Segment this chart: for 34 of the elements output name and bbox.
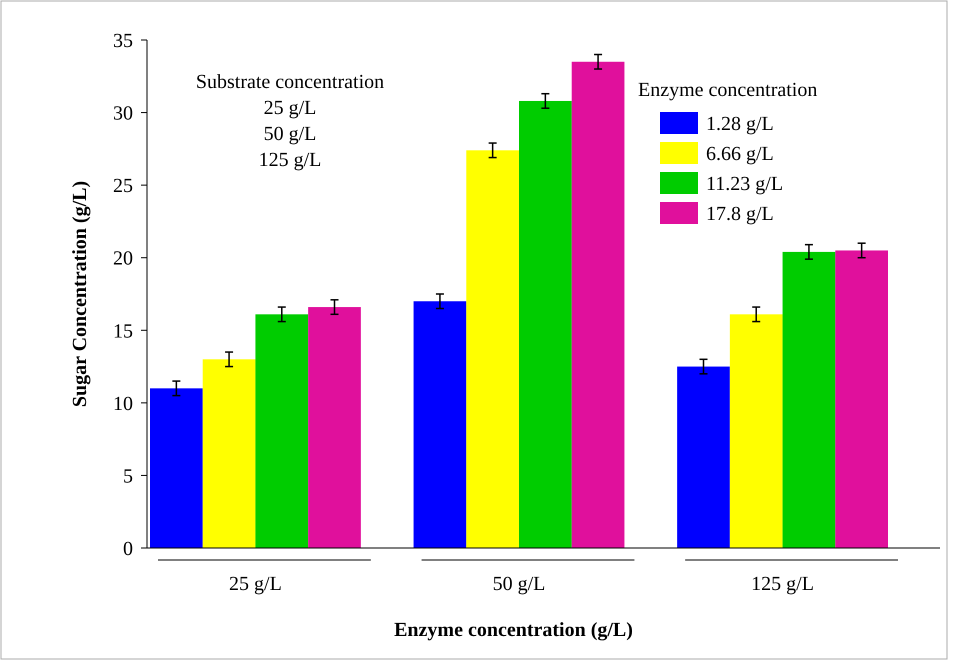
- annotation: Substrate concentration: [196, 71, 384, 93]
- y-tick-label: 15: [113, 320, 133, 342]
- y-tick-label: 25: [113, 175, 133, 198]
- y-tick-label: 30: [113, 102, 133, 125]
- bar: [150, 388, 203, 548]
- x-tick-label: 125 g/L: [751, 573, 814, 595]
- legend-title: Enzyme concentration: [638, 79, 818, 101]
- y-tick-label: 5: [123, 465, 133, 488]
- bar: [202, 359, 256, 548]
- legend-label: 17.8 g/L: [706, 203, 774, 225]
- y-axis-title: Sugar Concentration (g/L): [69, 180, 91, 408]
- y-tick-label: 35: [113, 30, 133, 52]
- x-tick-label: 25 g/L: [229, 573, 282, 595]
- legend-label: 1.28 g/L: [706, 113, 774, 135]
- annotation: 50 g/L: [264, 123, 316, 145]
- bar: [255, 314, 308, 548]
- bar: [835, 250, 888, 548]
- annotation: 125 g/L: [258, 149, 322, 171]
- bar: [308, 307, 361, 548]
- bar: [730, 314, 783, 548]
- bar: [414, 301, 466, 548]
- annotation: 25 g/L: [264, 97, 316, 119]
- bar: [519, 100, 572, 548]
- bar: [677, 366, 730, 548]
- y-tick-label: 20: [113, 248, 133, 270]
- bar: [782, 252, 836, 548]
- x-axis-title: Enzyme concentration (g/L): [394, 619, 633, 641]
- bar: [572, 62, 624, 548]
- legend-label: 6.66 g/L: [706, 143, 774, 165]
- y-tick-label: 10: [113, 392, 133, 415]
- x-tick-label: 50 g/L: [492, 573, 546, 595]
- y-tick-label: 0: [123, 538, 133, 560]
- bar: [466, 150, 519, 548]
- legend-label: 11.23 g/L: [706, 173, 784, 195]
